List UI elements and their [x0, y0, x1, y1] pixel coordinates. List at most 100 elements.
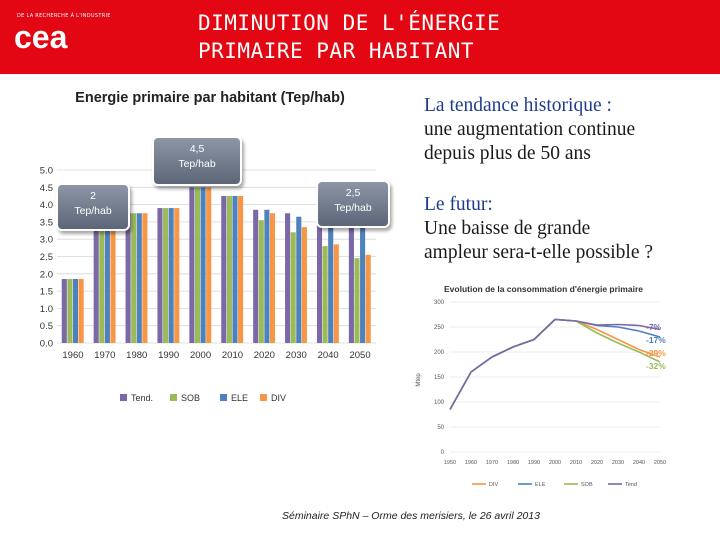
chart1-y-tick: 2.0 — [40, 269, 53, 280]
footer-text: Séminaire SPhN – Orme des merisiers, le … — [282, 510, 540, 522]
title-line-2: PRIMAIRE PAR HABITANT — [198, 39, 475, 63]
chart1-legend: Tend. SOB ELE DIV — [120, 393, 286, 403]
chart1-bar — [136, 213, 142, 343]
chart2-x-tick: 1950 — [444, 460, 456, 466]
text-line: Une baisse de grande — [424, 218, 591, 239]
chart1-bar — [365, 254, 371, 343]
callout-value: 4,5 — [189, 143, 205, 155]
callout-4-5-tep: 4,5 Tep/hab — [152, 136, 242, 186]
chart2-y-tick: 50 — [437, 425, 444, 431]
chart1-y-tick: 2.5 — [40, 252, 53, 263]
chart1-bar — [316, 214, 323, 343]
chart1-legend-label: Tend. — [131, 393, 153, 403]
chart2-lines — [449, 318, 661, 410]
chart1-bar — [301, 227, 307, 343]
chart1-x-tick: 1970 — [94, 350, 115, 361]
chart2-line-tend — [449, 318, 661, 410]
callout-value: 2,5 — [345, 187, 361, 199]
chart2-x-tick: 2010 — [570, 460, 582, 466]
chart1-bar — [99, 227, 105, 343]
chart1-bar — [72, 278, 79, 343]
chart1-bar — [253, 209, 259, 343]
cea-logo: cea — [14, 22, 68, 54]
text-future: Le futur: Une baisse de grande ampleur s… — [424, 193, 653, 265]
slide-title: DIMINUTION DE L'ÉNERGIE PRIMAIRE PAR HAB… — [198, 9, 500, 65]
chart2-x-tick: 2000 — [549, 460, 561, 466]
chart2-legend-label: ELE — [535, 482, 546, 488]
chart1-y-tick: 3.0 — [40, 235, 53, 246]
chart1-y-tick: 0.0 — [40, 339, 53, 350]
chart2-x-tick: 1970 — [486, 460, 498, 466]
chart1-x-tick: 1960 — [62, 350, 83, 361]
chart1-bar — [142, 213, 148, 343]
chart1-bars — [61, 187, 371, 343]
chart1-y-tick: 3.5 — [40, 217, 53, 228]
chart1-bar — [206, 187, 212, 343]
chart2-legend-label: DIV — [489, 482, 499, 488]
chart1-legend-swatch — [170, 394, 177, 401]
chart2-y-ticks: 0 50 100 150 200 250 300 — [434, 300, 445, 456]
chart1-y-tick: 5.0 — [40, 166, 53, 177]
callout-unit: Tep/hab — [74, 205, 112, 217]
chart1-bar — [78, 278, 84, 343]
chart1-bar — [290, 232, 296, 343]
chart2-x-tick: 2040 — [633, 460, 645, 466]
chart2-annotation: -29% — [646, 348, 666, 358]
title-line-1: DIMINUTION DE L'ÉNERGIE — [198, 11, 501, 35]
chart2-x-tick: 1980 — [507, 460, 519, 466]
chart1-legend-swatch — [220, 394, 227, 401]
chart1-legend-swatch — [260, 394, 267, 401]
bar-chart-energy-per-capita: Energie primaire par habitant (Tep/hab) … — [40, 90, 376, 403]
chart2-annotations: -7% -17% -29% -32% — [646, 322, 666, 371]
chart1-bar — [163, 208, 169, 343]
chart1-bar — [238, 195, 244, 343]
chart1-y-tick: 1.5 — [40, 287, 53, 298]
chart2-x-tick: 1990 — [528, 460, 540, 466]
chart1-bar — [168, 208, 174, 343]
logo-text: cea — [14, 22, 68, 54]
chart1-bar — [258, 220, 264, 343]
chart1-y-tick: 0.5 — [40, 321, 53, 332]
text-line: ampleur sera-t-elle possible ? — [424, 242, 654, 263]
chart2-x-ticks: 1950 1960 1970 1980 1990 2000 2010 2020 2030 2040… — [444, 460, 666, 466]
chart2-y-tick: 150 — [434, 375, 445, 381]
chart1-bar — [125, 213, 131, 343]
callout-unit: Tep/hab — [178, 158, 216, 170]
chart1-x-tick: 1990 — [158, 350, 179, 361]
chart1-bar — [285, 213, 291, 343]
chart1-bar — [328, 227, 334, 343]
chart2-y-tick: 0 — [441, 450, 445, 456]
chart2-x-tick: 2020 — [591, 460, 603, 466]
chart2-legend-label: SOB — [581, 482, 593, 488]
callout-2-5-tep: 2,5 Tep/hab — [316, 180, 390, 228]
callout-2-tep: 2 Tep/hab — [56, 183, 130, 231]
chart2-y-label: Mtep — [416, 373, 422, 387]
chart1-x-tick: 2050 — [349, 350, 370, 361]
chart1-bar — [61, 278, 67, 343]
chart1-x-tick: 2020 — [254, 350, 275, 361]
chart1-legend-label: SOB — [181, 393, 200, 403]
chart1-bar — [360, 227, 366, 343]
chart1-y-tick: 1.0 — [40, 304, 53, 315]
chart1-y-ticks: 0.0 0.5 1.0 1.5 2.0 2.5 3.0 3.5 4.0 4.5 5.0 — [40, 166, 53, 350]
chart2-y-tick: 300 — [434, 300, 445, 306]
chart2-gridlines — [450, 301, 660, 453]
text-line: depuis plus de 50 ans — [424, 143, 591, 164]
chart1-x-tick: 1980 — [126, 350, 147, 361]
chart1-bar — [67, 278, 73, 343]
chart1-bar — [232, 195, 238, 343]
callout-value: 2 — [90, 190, 96, 202]
chart2-annotation: -32% — [646, 361, 666, 371]
chart1-legend-swatch — [120, 394, 127, 401]
chart2-legend-label: Tend — [625, 482, 637, 488]
chart1-bar — [157, 208, 163, 343]
chart2-y-tick: 250 — [434, 325, 445, 331]
chart1-y-tick: 4.0 — [40, 200, 53, 211]
chart1-bar — [269, 213, 276, 343]
chart1-x-tick: 2030 — [286, 350, 307, 361]
chart1-bar — [110, 227, 116, 343]
chart1-bar — [333, 244, 339, 343]
chart1-bar — [354, 258, 360, 343]
chart2-title: Evolution de la consommation d'énergie p… — [444, 284, 643, 294]
chart2-x-tick: 2050 — [654, 460, 666, 466]
